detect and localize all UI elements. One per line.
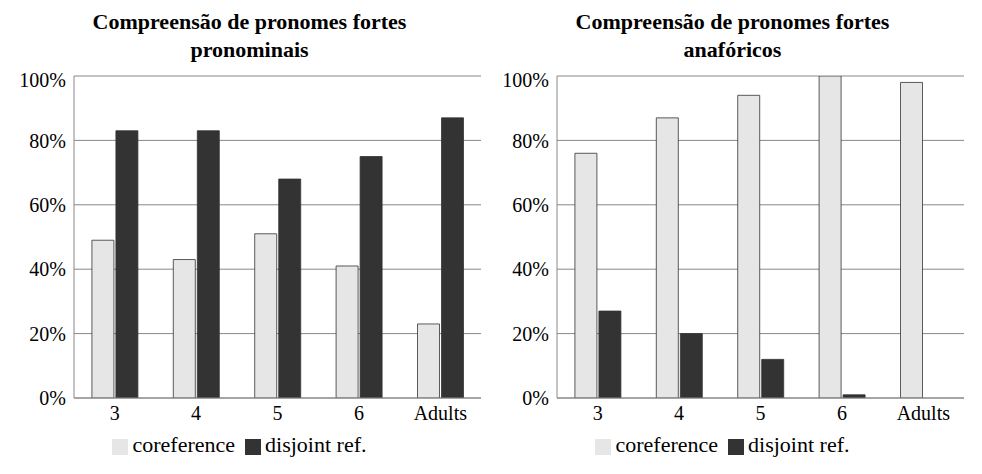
svg-text:60%: 60% <box>512 194 549 216</box>
svg-text:80%: 80% <box>29 130 66 152</box>
svg-text:3: 3 <box>593 402 603 424</box>
svg-text:60%: 60% <box>29 194 66 216</box>
svg-text:80%: 80% <box>512 130 549 152</box>
html-text:Compreensão de pronomes fortes: Compreensão de pronomes fortes pronomina… <box>92 9 407 62</box>
svg-text:4: 4 <box>191 402 201 424</box>
svg-text:100%: 100% <box>19 69 66 91</box>
html-text:Compreensão de pronomes fortes: Compreensão de pronomes fortes anafórico… <box>575 9 890 62</box>
html-text:coreference: coreference <box>132 432 236 457</box>
svg-text:40%: 40% <box>512 258 549 280</box>
svg-text:6: 6 <box>354 402 364 424</box>
svg-text:5: 5 <box>273 402 283 424</box>
html-text:coreference: coreference <box>615 432 719 457</box>
svg-text:6: 6 <box>837 402 847 424</box>
svg-text:0%: 0% <box>522 387 549 409</box>
svg-text:20%: 20% <box>512 323 549 345</box>
svg-text:40%: 40% <box>29 258 66 280</box>
svg-text:Adults: Adults <box>414 402 468 424</box>
svg-text:3: 3 <box>110 402 120 424</box>
svg-text:4: 4 <box>674 402 684 424</box>
svg-text:Adults: Adults <box>897 402 951 424</box>
svg-text:5: 5 <box>756 402 766 424</box>
html-text:disjoint ref.: disjoint ref. <box>265 432 367 457</box>
svg-text:0%: 0% <box>39 387 66 409</box>
html-text:disjoint ref.: disjoint ref. <box>748 432 850 457</box>
svg-text:20%: 20% <box>29 323 66 345</box>
svg-text:100%: 100% <box>502 69 549 91</box>
